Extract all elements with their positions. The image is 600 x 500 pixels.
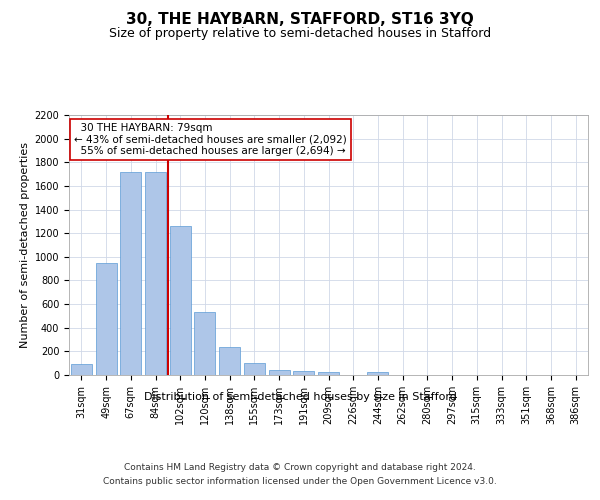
Y-axis label: Number of semi-detached properties: Number of semi-detached properties (20, 142, 31, 348)
Text: Contains public sector information licensed under the Open Government Licence v3: Contains public sector information licen… (103, 478, 497, 486)
Bar (194, 312, 215, 375)
Bar (219, 346, 240, 375)
Bar (367, 372, 388, 375)
Text: Size of property relative to semi-detached houses in Stafford: Size of property relative to semi-detach… (109, 28, 491, 40)
Bar (244, 363, 265, 375)
Bar (120, 172, 141, 375)
Bar (269, 370, 290, 375)
Text: Contains HM Land Registry data © Crown copyright and database right 2024.: Contains HM Land Registry data © Crown c… (124, 462, 476, 471)
Text: 30 THE HAYBARN: 79sqm
← 43% of semi-detached houses are smaller (2,092)
  55% of: 30 THE HAYBARN: 79sqm ← 43% of semi-deta… (74, 123, 347, 156)
Text: 30, THE HAYBARN, STAFFORD, ST16 3YQ: 30, THE HAYBARN, STAFFORD, ST16 3YQ (126, 12, 474, 28)
Text: Distribution of semi-detached houses by size in Stafford: Distribution of semi-detached houses by … (143, 392, 457, 402)
Bar (95, 262, 116, 375)
Bar (71, 364, 92, 375)
Bar (170, 226, 191, 375)
Bar (293, 372, 314, 375)
Bar (145, 172, 166, 375)
Bar (318, 372, 339, 375)
